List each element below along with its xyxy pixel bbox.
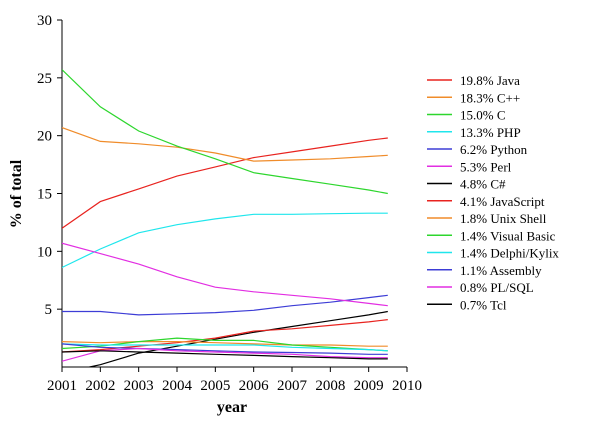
legend-label: 6.2% Python bbox=[460, 142, 528, 157]
legend-label: 0.8% PL/SQL bbox=[460, 280, 534, 295]
legend-label: 15.0% C bbox=[460, 108, 506, 123]
legend-label: 13.3% PHP bbox=[460, 125, 521, 140]
y-tick-label: 10 bbox=[37, 244, 52, 260]
x-tick-label: 2010 bbox=[392, 378, 422, 394]
x-axis-title: year bbox=[217, 399, 247, 416]
series-line-6 bbox=[86, 310, 388, 367]
legend-label: 5.3% Perl bbox=[460, 159, 512, 174]
series-line-10 bbox=[62, 343, 388, 352]
series-line-4 bbox=[62, 294, 388, 316]
x-tick-label: 2002 bbox=[85, 378, 115, 394]
x-tick-label: 2005 bbox=[200, 378, 230, 394]
series-line-5 bbox=[62, 242, 388, 307]
series-line-13 bbox=[62, 350, 388, 360]
series-line-8 bbox=[62, 341, 388, 347]
legend-label: 1.8% Unix Shell bbox=[460, 211, 547, 226]
x-tick-label: 2003 bbox=[124, 378, 154, 394]
series-line-1 bbox=[62, 127, 388, 162]
series-line-12 bbox=[62, 347, 388, 362]
axes bbox=[61, 20, 407, 368]
x-tick-label: 2009 bbox=[354, 378, 384, 394]
y-tick-label: 15 bbox=[37, 187, 52, 203]
legend: 19.8% Java 18.3% C++ 15.0% C 13.3% PHP 6.2% … bbox=[427, 73, 559, 312]
legend-label: 1.4% Visual Basic bbox=[460, 228, 556, 243]
x-tick-label: 2004 bbox=[162, 378, 193, 394]
series-line-0 bbox=[62, 137, 388, 229]
series-line-2 bbox=[62, 69, 388, 195]
x-tick-label: 2001 bbox=[47, 378, 77, 394]
x-tick-label: 2006 bbox=[239, 378, 270, 394]
y-tick-label: 30 bbox=[37, 13, 52, 29]
x-tick-label: 2007 bbox=[277, 378, 308, 394]
legend-label: 19.8% Java bbox=[460, 73, 520, 88]
legend-label: 1.1% Assembly bbox=[460, 263, 542, 278]
y-tick-label: 5 bbox=[45, 302, 53, 318]
series-line-11 bbox=[62, 343, 388, 355]
y-tick-label: 25 bbox=[37, 71, 52, 87]
legend-label: 0.7% Tcl bbox=[460, 297, 507, 312]
y-tick-label: 20 bbox=[37, 129, 52, 145]
y-axis-title: % of total bbox=[8, 159, 25, 228]
ticks: 2001 2002 2003 2004 2005 2006 2007 2008 2009 2010… bbox=[37, 13, 422, 394]
legend-label: 4.1% JavaScript bbox=[460, 194, 545, 209]
legend-label: 18.3% C++ bbox=[460, 90, 520, 105]
series-line-3 bbox=[62, 212, 388, 269]
legend-label: 1.4% Delphi/Kylix bbox=[460, 246, 559, 261]
x-tick-label: 2008 bbox=[315, 378, 345, 394]
series-group bbox=[62, 69, 388, 367]
legend-label: 4.8% C# bbox=[460, 177, 506, 192]
